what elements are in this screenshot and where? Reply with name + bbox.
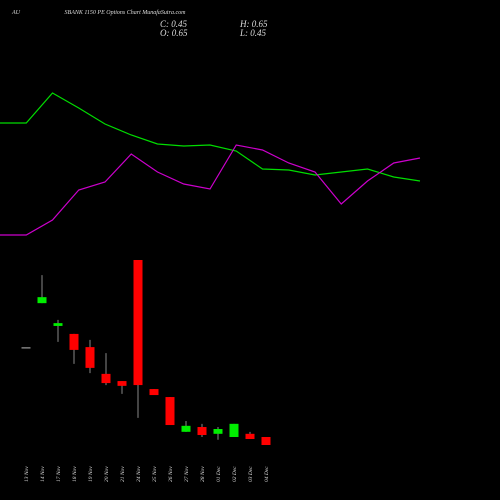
candle-body [245, 433, 255, 440]
open-label: O: 0.65 [160, 28, 188, 38]
candle-body [197, 427, 207, 436]
low-label: L: 0.45 [239, 28, 267, 38]
candle-body [133, 260, 143, 386]
date-label: 21 Nov [120, 466, 126, 482]
indicator-line [0, 92, 421, 182]
date-label: 27 Nov [184, 466, 190, 482]
date-label: 04 Dec [263, 466, 270, 482]
candle-body [37, 297, 47, 304]
candle-body [261, 437, 271, 445]
candle-body [149, 389, 159, 396]
candle-body [85, 347, 95, 368]
candle-body [165, 397, 175, 426]
candle-body [229, 423, 239, 438]
candle-body [53, 323, 63, 326]
date-label: 24 Nov [135, 466, 142, 482]
candle-body [21, 347, 31, 349]
high-label: H: 0.65 [239, 19, 268, 29]
date-label: 19 Nov [88, 466, 94, 482]
candle-body [181, 425, 191, 432]
date-label: 01 Dec [216, 466, 222, 482]
date-label: 20 Nov [104, 466, 110, 482]
indicator-line [0, 144, 421, 236]
date-label: 02 Dec [232, 466, 238, 482]
close-label: C: 0.45 [160, 19, 188, 29]
date-label: 03 Dec [248, 466, 254, 482]
date-label: 14 Nov [39, 466, 46, 482]
candle-body [69, 333, 79, 350]
date-label: 25 Nov [152, 466, 158, 482]
candle-body [117, 381, 127, 386]
symbol: AU [11, 10, 21, 16]
date-label: 13 Nov [24, 466, 30, 482]
date-label: 18 Nov [72, 466, 78, 482]
chart-title: SBANK 1150 PE Options Chart MunafaSutra.… [65, 9, 187, 16]
date-label: 26 Nov [168, 466, 174, 482]
date-label: 17 Nov [56, 466, 62, 482]
candle-body [101, 373, 111, 384]
date-label: 28 Nov [200, 466, 206, 482]
candle-body [213, 429, 223, 434]
